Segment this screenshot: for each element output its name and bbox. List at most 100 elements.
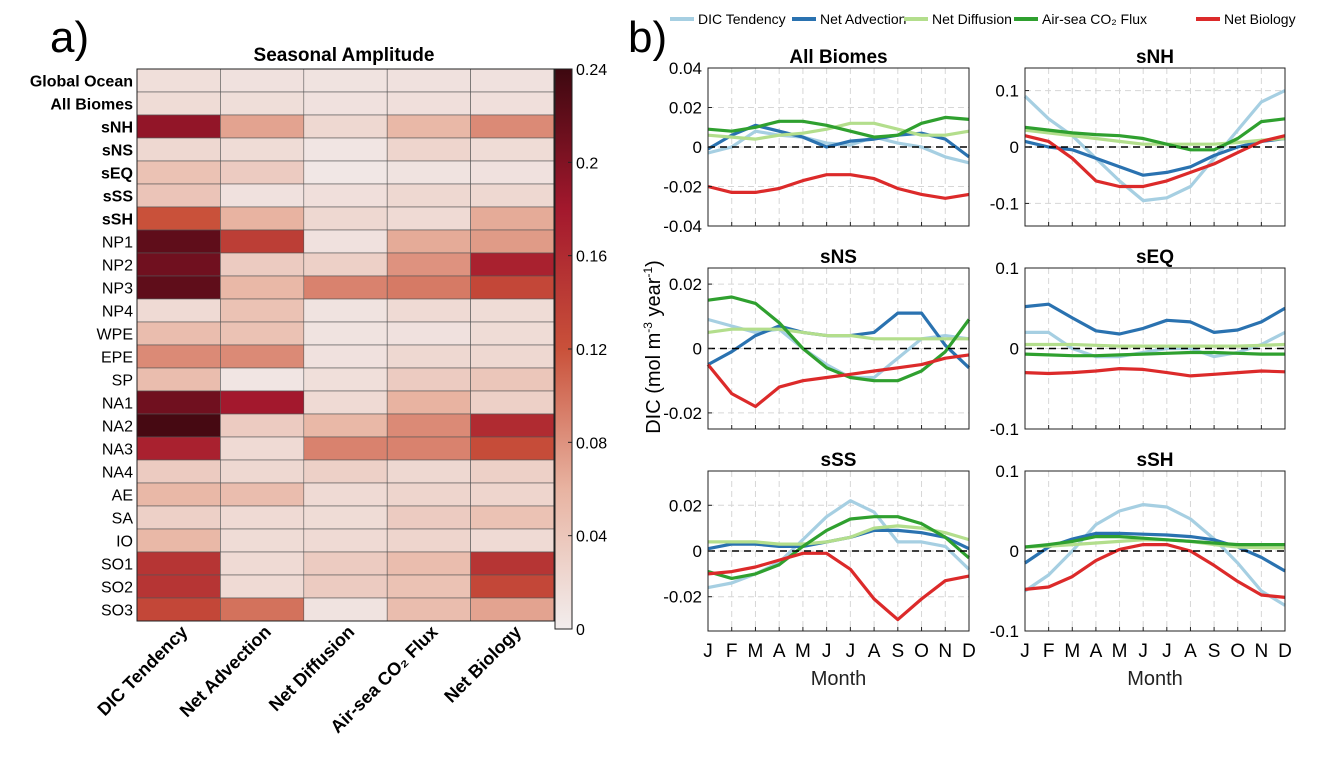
heatmap-cell-snh-air-sea-co-flux (386, 114, 471, 139)
colorbar: 0 0.04 0.08 0.12 0.16 0.2 0.24 (554, 62, 607, 639)
heatmap-cell-ssh-dic-tendency (136, 206, 221, 231)
heatmap-cell-snh-net-advection (220, 114, 305, 139)
panel-title-sns: sNS (820, 247, 857, 268)
series-line-net-biology (1024, 367, 1286, 378)
heatmap-cell-so1-net-advection (220, 551, 305, 576)
series-line-net-biology (1024, 542, 1286, 599)
heatmap-cell-epe-net-diffusion (303, 344, 388, 369)
heatmap-cell-na3-dic-tendency (136, 436, 221, 461)
y-tick-label: 0.1 (995, 259, 1019, 278)
heatmap-cell-all-biomes-net-advection (220, 91, 305, 116)
x-tick-label: A (1184, 641, 1197, 662)
y-axis-label-part: ) (643, 260, 665, 267)
y-tick-label: 0.02 (669, 275, 702, 294)
heatmap-cell-so2-net-advection (220, 574, 305, 599)
heatmap-cell-na4-net-advection (220, 459, 305, 484)
line-panel-all-biomes: -0.04 -0.02 0 0.02 0.04 All Biomes (663, 47, 970, 236)
heatmap-cell-sa-air-sea-co-flux (386, 505, 471, 530)
heatmap-cell-global-ocean-net-diffusion (303, 68, 388, 93)
heatmap-cell-np4-dic-tendency (136, 298, 221, 323)
heatmap-cell-sa-net-advection (220, 505, 305, 530)
heatmap-cell-so1-net-diffusion (303, 551, 388, 576)
heatmap-cell-seq-net-advection (220, 160, 305, 185)
x-tick-label: S (1208, 641, 1221, 662)
heatmap-cell-all-biomes-air-sea-co-flux (386, 91, 471, 116)
heatmap-cell-all-biomes-dic-tendency (136, 91, 221, 116)
row-label-na2: NA2 (102, 419, 133, 436)
y-tick-label: 0 (1010, 340, 1019, 359)
row-label-np1: NP1 (102, 235, 133, 252)
row-label-wpe: WPE (97, 327, 133, 344)
heatmap-cell-epe-net-biology (470, 344, 555, 369)
heatmap-cell-np4-air-sea-co-flux (386, 298, 471, 323)
colorbar-tick-label: 0.04 (576, 529, 607, 546)
colorbar-tick-label: 0 (576, 622, 585, 639)
heatmap-cell-na4-air-sea-co-flux (386, 459, 471, 484)
heatmap-cell-ae-dic-tendency (136, 482, 221, 507)
heatmap-cell-sss-net-biology (470, 183, 555, 208)
panel-title-sss: sSS (821, 450, 857, 471)
heatmap-cell-np1-net-biology (470, 229, 555, 254)
heatmap-cell-snh-net-biology (470, 114, 555, 139)
y-tick-label: -0.02 (663, 178, 702, 197)
y-tick-label: -0.1 (990, 420, 1019, 439)
series-line-air-sea-co-flux (707, 515, 971, 581)
series-line-net-diffusion (1025, 342, 1286, 348)
heatmap-cell-np3-air-sea-co-flux (386, 275, 471, 300)
heatmap-cell-na2-net-diffusion (303, 413, 388, 438)
heatmap-cell-epe-dic-tendency (136, 344, 221, 369)
y-tick-label: -0.1 (990, 622, 1019, 641)
heatmap-cell-na3-air-sea-co-flux (386, 436, 471, 461)
heatmap-cell-sss-dic-tendency (136, 183, 221, 208)
x-tick-label: M (795, 641, 811, 662)
row-label-all-biomes: All Biomes (50, 97, 133, 114)
heatmap-cell-np4-net-diffusion (303, 298, 388, 323)
heatmap-cell-so1-air-sea-co-flux (386, 551, 471, 576)
column-label-net-diffusion: Net Diffusion (265, 622, 358, 715)
colorbar-tick-label: 0.24 (576, 62, 607, 79)
x-tick-label: J (1020, 641, 1030, 662)
y-tick-label: 0.1 (995, 462, 1019, 481)
heatmap-cell-np1-air-sea-co-flux (386, 229, 471, 254)
heatmap-cell-sp-dic-tendency (136, 367, 221, 392)
row-label-na4: NA4 (102, 465, 133, 482)
y-tick-label: 0 (1010, 542, 1019, 561)
heatmap-cell-wpe-net-diffusion (303, 321, 388, 346)
heatmap: Global Ocean All Biomes sNH sNS sEQ sSS sSH NP1… (30, 68, 555, 737)
row-label-np2: NP2 (102, 258, 133, 275)
y-tick-label: -0.04 (663, 217, 702, 236)
panel-title-ssh: sSH (1137, 450, 1174, 471)
panel-title-all-biomes: All Biomes (789, 47, 887, 68)
heatmap-cell-sp-net-diffusion (303, 367, 388, 392)
y-tick-label: 0.04 (669, 59, 702, 78)
x-tick-label: F (726, 641, 738, 662)
heatmap-cell-seq-dic-tendency (136, 160, 221, 185)
series-line-net-diffusion (707, 327, 969, 341)
heatmap-cell-so3-net-diffusion (303, 597, 388, 622)
heatmap-cell-ae-air-sea-co-flux (386, 482, 471, 507)
heatmap-cell-all-biomes-net-diffusion (303, 91, 388, 116)
heatmap-cell-np2-net-diffusion (303, 252, 388, 277)
heatmap-cell-seq-net-biology (470, 160, 555, 185)
x-tick-label: J (1162, 641, 1172, 662)
x-tick-label: D (1278, 641, 1292, 662)
y-tick-label: -0.02 (663, 588, 702, 607)
row-label-epe: EPE (101, 350, 133, 367)
heatmap-cell-na1-net-diffusion (303, 390, 388, 415)
x-tick-label: A (1090, 641, 1103, 662)
heatmap-cell-snh-net-diffusion (303, 114, 388, 139)
legend: DIC Tendency Net Advection Net Diffusion Ai… (670, 11, 1296, 27)
row-label-so3: SO3 (101, 603, 133, 620)
y-tick-label: 0 (693, 138, 702, 157)
x-tick-label: F (1043, 641, 1055, 662)
heatmap-cell-global-ocean-dic-tendency (136, 68, 221, 93)
series-line-air-sea-co-flux (1024, 117, 1286, 152)
series-line-dic-tendency (1024, 503, 1286, 607)
row-label-snh: sNH (101, 120, 133, 137)
y-axis-label-part: year (643, 277, 665, 322)
heatmap-cell-sss-air-sea-co-flux (386, 183, 471, 208)
heatmap-cell-ssh-air-sea-co-flux (386, 206, 471, 231)
heatmap-cell-na1-net-biology (470, 390, 555, 415)
series-line-net-diffusion (708, 524, 970, 546)
